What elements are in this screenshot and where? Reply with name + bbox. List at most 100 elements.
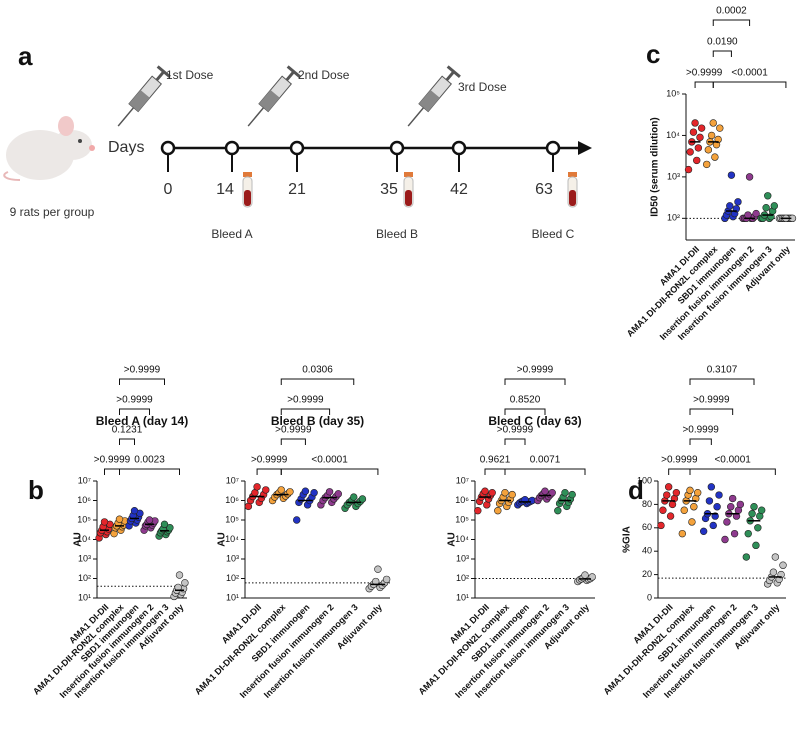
data-point xyxy=(253,483,261,491)
y-tick-label: 10³ xyxy=(456,553,469,563)
y-tick-label: 10¹ xyxy=(78,592,91,602)
data-point xyxy=(752,541,760,550)
p-value-label: 0.0023 xyxy=(134,455,165,466)
significance-bracket xyxy=(668,468,691,475)
p-value-label: >0.9999 xyxy=(251,455,288,466)
y-tick-label: 10³ xyxy=(78,553,91,563)
p-value-label: 0.3107 xyxy=(707,365,738,376)
p-value-label: 0.9621 xyxy=(480,455,511,466)
y-tick-label: 10⁴ xyxy=(225,534,239,544)
data-point xyxy=(713,503,721,511)
data-point xyxy=(554,506,562,515)
timeline-arrow xyxy=(578,141,592,155)
p-value-label: >0.9999 xyxy=(686,68,723,79)
y-tick-label: 10⁴ xyxy=(77,534,91,544)
tube-icon xyxy=(403,172,414,208)
data-point xyxy=(568,490,576,499)
data-point xyxy=(736,500,745,509)
data-point xyxy=(727,171,736,179)
bleed-label: Bleed B xyxy=(376,227,418,241)
data-point xyxy=(166,524,174,532)
significance-bracket xyxy=(689,408,734,415)
y-tick-label: 10² xyxy=(226,573,239,583)
day-label: 0 xyxy=(164,181,173,198)
data-point xyxy=(664,483,673,491)
bleed-label: Bleed A xyxy=(211,227,252,241)
y-tick-label: 10² xyxy=(78,573,91,583)
significance-bracket xyxy=(504,378,566,385)
p-value-label: >0.9999 xyxy=(116,395,153,406)
significance-bracket xyxy=(280,408,331,415)
timeline-axis-label: Days xyxy=(108,139,144,156)
syringe-icon xyxy=(117,65,171,127)
syringe-icon xyxy=(407,65,461,127)
data-point xyxy=(716,124,724,132)
data-point xyxy=(561,489,569,497)
data-point xyxy=(160,520,169,529)
significance-bracket xyxy=(689,438,712,445)
significance-bracket xyxy=(119,378,165,385)
data-point xyxy=(769,568,778,576)
y-tick-label: 100 xyxy=(637,475,652,485)
panel-label: c xyxy=(646,39,660,69)
data-point xyxy=(657,521,665,530)
y-tick-label: 80 xyxy=(642,499,652,509)
data-point xyxy=(697,124,706,132)
y-tick-label: 10⁶ xyxy=(225,495,239,505)
data-point xyxy=(382,575,391,584)
y-tick-label: 10¹ xyxy=(226,592,239,602)
data-point xyxy=(686,486,694,495)
data-point xyxy=(728,494,737,503)
significance-bracket xyxy=(712,19,751,26)
significance-bracket xyxy=(504,438,526,445)
chart-title: Bleed B (day 35) xyxy=(271,414,364,428)
data-point xyxy=(115,515,124,523)
data-point xyxy=(310,489,318,497)
panel-label: a xyxy=(18,41,33,71)
data-point xyxy=(771,553,780,561)
data-point xyxy=(779,561,787,569)
data-point xyxy=(709,119,717,127)
p-value-label: <0.0001 xyxy=(731,68,768,79)
data-point xyxy=(277,486,285,494)
syringe-icon xyxy=(247,65,301,127)
data-point xyxy=(752,209,760,218)
data-point xyxy=(678,529,687,538)
data-point xyxy=(744,211,752,219)
panel-label: b xyxy=(28,475,44,505)
bleed-label: Bleed C xyxy=(532,227,575,241)
significance-bracket xyxy=(256,468,282,475)
data-point xyxy=(757,506,766,514)
data-point xyxy=(745,173,754,181)
data-point xyxy=(707,483,716,491)
data-point xyxy=(762,204,770,212)
y-tick-label: 60 xyxy=(642,522,652,532)
p-value-label: >0.9999 xyxy=(287,395,324,406)
y-tick-label: 10⁴ xyxy=(455,534,469,544)
group-note: 9 rats per group xyxy=(10,205,95,219)
p-value-label: 0.0306 xyxy=(302,365,333,376)
data-point xyxy=(659,506,667,514)
y-tick-label: 0 xyxy=(647,592,652,602)
significance-bracket xyxy=(712,50,732,57)
data-point xyxy=(744,529,752,538)
significance-bracket xyxy=(119,438,135,445)
data-point xyxy=(374,565,382,573)
data-point xyxy=(488,489,496,497)
data-point xyxy=(130,506,139,515)
p-value-label: <0.0001 xyxy=(311,455,348,466)
data-point xyxy=(705,497,714,505)
y-tick-label: 10⁷ xyxy=(78,475,91,485)
dose-label: 1st Dose xyxy=(166,68,214,82)
data-point xyxy=(688,518,696,526)
significance-bracket xyxy=(280,438,306,445)
significance-bracket xyxy=(484,468,506,475)
data-point xyxy=(704,146,713,154)
data-point xyxy=(548,489,556,497)
significance-bracket xyxy=(280,378,355,385)
data-point xyxy=(686,148,694,156)
p-value-label: >0.9999 xyxy=(94,455,131,466)
data-point xyxy=(770,202,778,210)
dose-label: 2nd Dose xyxy=(298,68,350,82)
